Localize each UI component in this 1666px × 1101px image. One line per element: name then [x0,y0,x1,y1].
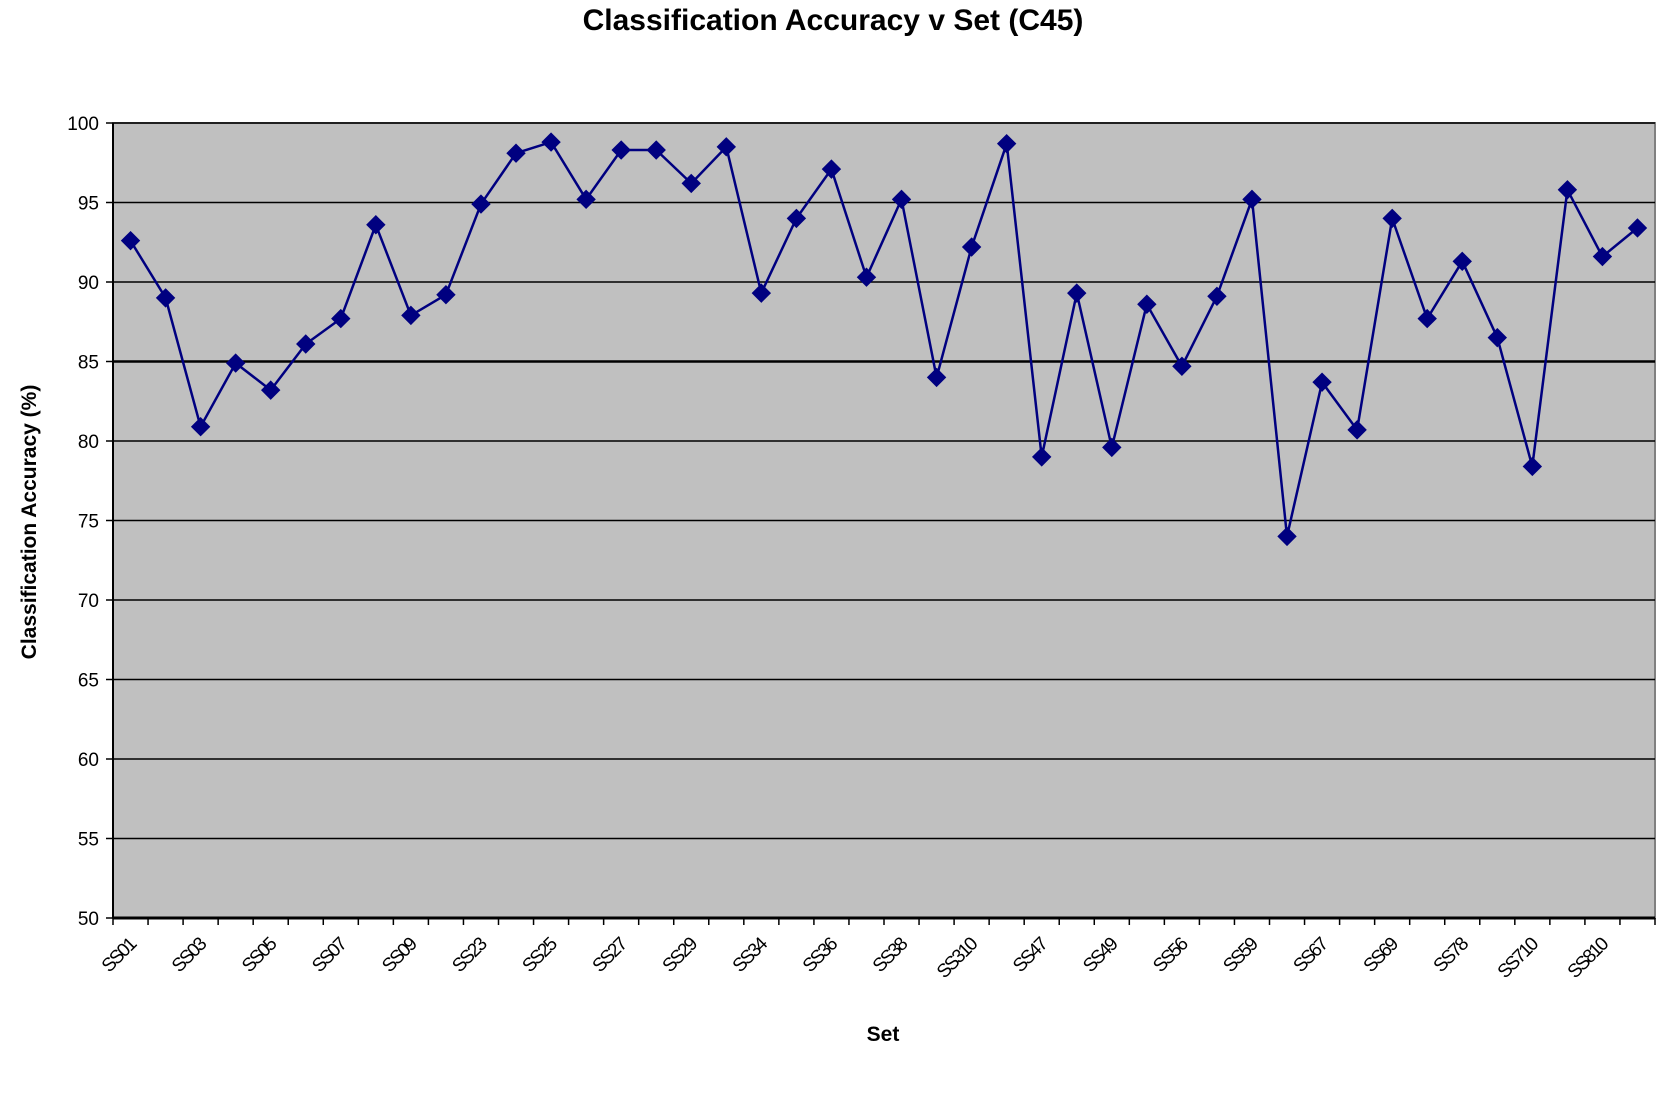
data-point [1277,526,1297,547]
data-point [821,159,842,179]
data-point [1312,372,1332,392]
y-tick-label: 65 [78,671,99,692]
data-point [1207,286,1227,307]
x-tick-label: SS49 [1079,934,1122,977]
x-tick-label: SS59 [1219,934,1262,977]
chart-title: Classification Accuracy v Set (C45) [583,4,1084,37]
x-tick-label: SS23 [448,934,491,977]
data-point [1242,189,1262,210]
data-point [716,137,737,157]
y-tick-label: 100 [67,114,99,135]
y-tick-label: 75 [78,512,99,533]
x-tick-label: SS07 [308,934,351,977]
data-point [401,305,421,326]
x-tick-label: SS36 [799,934,842,977]
data-point [1031,447,1052,467]
x-tick-label: SS27 [589,934,632,977]
data-point [1417,308,1437,329]
data-point [541,132,561,152]
x-tick-label: SS67 [1290,934,1333,977]
data-point [260,380,281,400]
data-point [1487,327,1508,348]
data-point [331,308,351,329]
data-point [1102,437,1122,458]
y-tick-label: 85 [78,353,99,374]
data-point [891,189,912,210]
data-point [296,334,316,354]
series-line [129,140,1639,537]
y-tick-label: 95 [78,194,99,215]
data-point [576,189,596,210]
data-point [1172,356,1192,376]
data-point [436,285,456,305]
data-point [120,230,141,251]
x-tick-label: SS38 [869,934,912,977]
data-point [225,353,246,373]
x-tick-label: SS09 [378,934,421,977]
data-point [1592,246,1613,267]
x-axis-label: Set [867,1023,900,1046]
x-tick-label: SS34 [729,933,773,977]
data-point [1137,294,1157,314]
data-point [1627,218,1648,238]
x-tick-label: SS56 [1149,934,1192,977]
data-point [681,173,701,194]
x-tick-label: SS03 [168,934,211,977]
x-tick-label: SS78 [1430,934,1473,977]
y-tick-label: 90 [78,273,99,294]
data-point [751,283,772,303]
x-tick-label: SS69 [1360,934,1403,977]
data-point [856,267,877,287]
data-point [471,194,491,214]
data-point [1067,283,1087,303]
data-point [190,416,211,437]
data-point [646,140,666,160]
y-axis-label: Classification Accuracy (%) [18,385,41,660]
y-tick-label: 55 [78,830,99,851]
data-point [961,237,982,257]
data-point [1347,420,1367,440]
y-tick-label: 80 [78,432,99,453]
data-point [611,140,631,160]
x-tick-label: SS01 [98,934,141,977]
y-tick-label: 50 [78,909,99,930]
data-point [786,208,807,229]
data-point [926,367,947,388]
y-tick-label: 60 [78,750,99,771]
x-tick-label: SS710 [1494,934,1543,983]
data-point [1522,456,1543,477]
x-tick-label: SS29 [659,934,702,977]
data-point [366,215,386,235]
data-point [506,143,526,163]
data-point [1452,251,1472,272]
x-tick-label: SS310 [933,934,982,983]
x-tick-label: SS810 [1564,934,1613,983]
data-point [996,133,1017,154]
y-tick-label: 70 [78,591,99,612]
x-tick-label: SS47 [1009,934,1052,977]
data-point [1382,208,1402,229]
x-tick-label: SS05 [238,934,281,977]
data-point [1557,180,1578,200]
x-tick-label: SS25 [519,934,562,977]
data-point [155,288,176,308]
